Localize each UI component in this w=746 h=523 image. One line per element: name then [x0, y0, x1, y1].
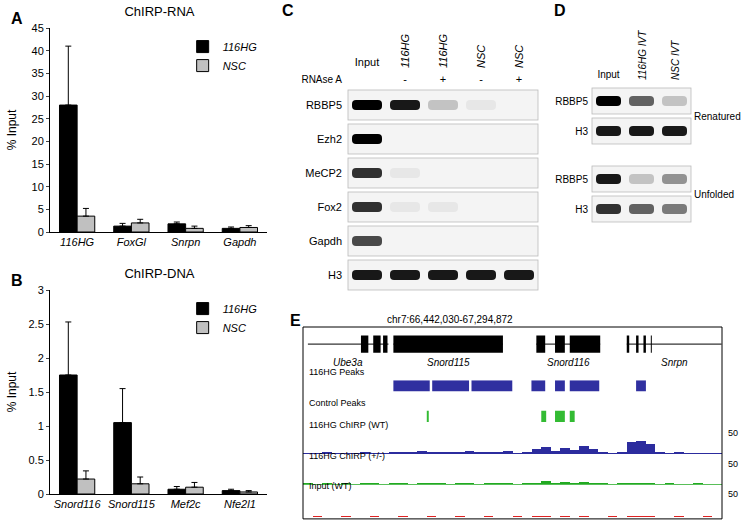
svg-text:116HG ChIRP (WT): 116HG ChIRP (WT) [309, 420, 388, 430]
svg-text:Snrpn: Snrpn [661, 357, 688, 368]
svg-text:Input: Input [597, 69, 619, 80]
svg-text:Fox2: Fox2 [318, 201, 342, 213]
svg-text:NSC: NSC [475, 45, 487, 68]
svg-text:116HG Peaks: 116HG Peaks [309, 367, 365, 377]
svg-text:Input (WT): Input (WT) [309, 481, 352, 491]
svg-text:ChIRP-DNA: ChIRP-DNA [124, 266, 194, 281]
svg-text:116HG: 116HG [399, 34, 411, 68]
svg-text:RBBP5: RBBP5 [555, 174, 588, 185]
svg-text:Control Peaks: Control Peaks [309, 398, 366, 408]
svg-text:116HG: 116HG [437, 34, 449, 68]
svg-text:1.5: 1.5 [29, 386, 44, 398]
svg-text:116HG IVT: 116HG IVT [637, 30, 648, 80]
svg-text:FoxGl: FoxGl [117, 236, 147, 248]
svg-text:Gapdh: Gapdh [309, 235, 342, 247]
svg-text:0: 0 [38, 488, 44, 500]
svg-text:-: - [403, 73, 407, 85]
svg-text:Snord116: Snord116 [547, 357, 590, 368]
svg-text:+: + [516, 73, 522, 85]
svg-text:-: - [479, 73, 483, 85]
svg-text:Snrpn: Snrpn [171, 236, 200, 248]
svg-text:25: 25 [32, 113, 44, 125]
svg-text:C: C [282, 2, 294, 19]
svg-text:35: 35 [32, 67, 44, 79]
svg-text:NSC: NSC [223, 60, 246, 72]
svg-text:H3: H3 [575, 204, 588, 215]
svg-text:MeCP2: MeCP2 [305, 167, 342, 179]
svg-text:2.5: 2.5 [29, 318, 44, 330]
svg-text:ChIRP-RNA: ChIRP-RNA [124, 4, 194, 19]
svg-text:NSC IVT: NSC IVT [670, 40, 681, 80]
svg-text:15: 15 [32, 158, 44, 170]
svg-text:Snord115: Snord115 [427, 357, 470, 368]
svg-text:116HG ChIRP (+/-): 116HG ChIRP (+/-) [309, 451, 385, 461]
svg-text:Snord115: Snord115 [108, 498, 156, 510]
svg-text:Input: Input [355, 56, 379, 68]
svg-text:A: A [11, 10, 23, 27]
svg-text:Unfolded: Unfolded [694, 189, 734, 200]
svg-text:RBBP5: RBBP5 [555, 96, 588, 107]
svg-text:2: 2 [38, 352, 44, 364]
svg-text:% Input: % Input [5, 371, 19, 412]
svg-text:D: D [554, 2, 566, 19]
svg-text:Snord116: Snord116 [54, 498, 102, 510]
svg-text:H3: H3 [575, 126, 588, 137]
svg-text:116HG: 116HG [223, 303, 257, 315]
svg-text:+: + [440, 73, 446, 85]
svg-text:Ezh2: Ezh2 [317, 133, 342, 145]
svg-text:10: 10 [32, 181, 44, 193]
svg-text:NSC: NSC [513, 45, 525, 68]
svg-text:E: E [290, 312, 301, 329]
svg-text:Ube3a: Ube3a [333, 357, 363, 368]
svg-text:H3: H3 [328, 269, 342, 281]
svg-text:0.5: 0.5 [29, 454, 44, 466]
svg-text:50: 50 [728, 428, 738, 438]
svg-text:3: 3 [38, 284, 44, 296]
svg-text:% Input: % Input [5, 109, 19, 150]
svg-text:1: 1 [38, 420, 44, 432]
svg-text:Nfe2l1: Nfe2l1 [224, 498, 256, 510]
svg-text:40: 40 [32, 45, 44, 57]
svg-text:0: 0 [38, 226, 44, 238]
svg-text:45: 45 [32, 22, 44, 34]
svg-text:NSC: NSC [223, 322, 246, 334]
svg-text:B: B [11, 272, 23, 289]
svg-text:Mef2c: Mef2c [171, 498, 201, 510]
svg-text:116HG: 116HG [60, 236, 94, 248]
svg-text:5: 5 [38, 203, 44, 215]
svg-text:RNAse A: RNAse A [301, 74, 342, 85]
svg-text:Renatured: Renatured [694, 111, 741, 122]
svg-text:50: 50 [728, 489, 738, 499]
svg-text:50: 50 [728, 459, 738, 469]
svg-text:RBBP5: RBBP5 [306, 99, 342, 111]
svg-text:116HG: 116HG [223, 41, 257, 53]
svg-text:chr7:66,442,030-67,294,872: chr7:66,442,030-67,294,872 [387, 314, 513, 325]
svg-text:Gapdh: Gapdh [223, 236, 256, 248]
svg-text:20: 20 [32, 135, 44, 147]
svg-text:30: 30 [32, 90, 44, 102]
